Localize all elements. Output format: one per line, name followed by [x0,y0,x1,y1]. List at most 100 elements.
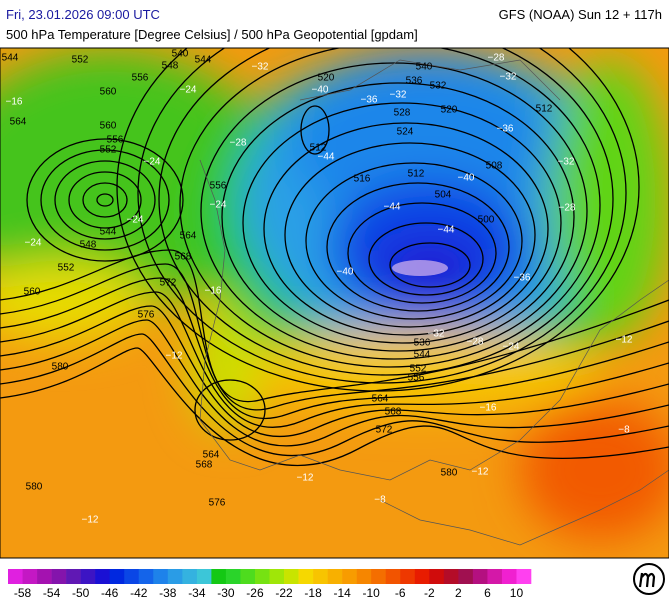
contour-label: 560 [24,287,41,298]
color-swatch [225,569,241,584]
height-contour [96,193,114,207]
contour-label: 532 [430,81,447,92]
contour-label: 512 [536,104,553,115]
temperature-label: −32 [558,157,575,168]
temperature-label: −32 [428,329,445,340]
contour-label: 552 [72,55,89,66]
height-contour [242,102,562,344]
contour-label: 580 [441,468,458,479]
height-contour [40,149,170,251]
temperature-label: −24 [144,157,161,168]
temperature-label: −28 [488,53,505,64]
contour-label: 568 [175,252,192,263]
height-contour [0,291,669,429]
color-swatch [269,569,285,584]
contour-label: 564 [372,394,389,405]
temperature-label: −28 [559,203,576,214]
contour-label: 536 [406,76,423,87]
height-contour [347,202,497,304]
contour-label: 556 [132,73,149,84]
contour-label: 572 [160,278,177,289]
contour-label: 504 [435,190,452,201]
color-swatch [458,569,474,584]
colorbar-tick-label: -50 [72,586,90,600]
colorbar-tick-label: -46 [101,586,119,600]
color-swatch [51,569,67,584]
height-contour [300,105,330,155]
temperature-label: −8 [618,425,630,436]
color-swatch [313,569,328,584]
contour-label: 544 [195,55,212,66]
temperature-label: −16 [480,403,497,414]
color-swatch [400,569,416,584]
color-swatch [37,569,52,584]
temperature-label: −36 [361,95,378,106]
height-contour [0,347,669,467]
color-swatch [95,569,110,584]
color-swatch [211,569,227,584]
color-swatch [414,569,430,584]
subtitle: 500 hPa Temperature [Degree Celsius] / 5… [6,27,418,42]
contour-label: 560 [100,121,117,132]
color-swatch [8,569,23,584]
color-swatch [487,569,503,584]
contour-label: 552 [58,263,75,274]
contour-label: 512 [408,169,425,180]
color-swatch [284,569,299,584]
temperature-label: −32 [252,62,269,73]
temperature-label: −28 [467,337,484,348]
temperature-label: −24 [25,238,42,249]
height-contour [326,182,510,312]
color-swatch [356,569,372,584]
height-contour [221,82,575,352]
color-swatch [167,569,183,584]
temperature-label: −16 [6,97,23,108]
colorbar: -58 -54 -50 -46 -42 -38 -34 -30 -26 -22 -18 -14 -10-… [8,569,532,600]
colorbar-tick-label: 2 [455,586,462,600]
contour-label: 556 [210,181,227,192]
color-swatch [298,569,314,584]
height-contour [179,48,601,368]
height-contour [305,162,523,320]
color-swatch [516,569,532,584]
colorbar-tick-label: 6 [484,586,491,600]
color-swatch [196,569,212,584]
color-swatch [80,569,96,584]
color-swatch [254,569,270,584]
height-contour [68,171,142,229]
contour-label: 580 [52,362,69,373]
temperature-label: −36 [514,273,531,284]
height-contour [263,122,549,336]
contour-label: 544 [100,227,117,238]
datetime: Fri, 23.01.2026 09:00 UTC [6,7,160,22]
contour-label: 548 [162,61,179,72]
color-swatch [472,569,488,584]
colorbar-tick-label: -38 [159,586,177,600]
colorbar-tick-label: -2 [424,586,435,600]
colorbar-tick-label: -54 [43,586,61,600]
height-contour [284,142,536,328]
color-swatch [327,569,343,584]
color-swatch [109,569,125,584]
color-swatch [443,569,459,584]
contour-label: 580 [26,482,43,493]
temperature-label: −24 [180,85,197,96]
contour-label: 524 [397,127,414,138]
height-contour [54,160,156,240]
height-contour [0,333,669,457]
contour-label: 516 [354,174,371,185]
contour-label: 556 [107,135,124,146]
contour-label: 544 [2,53,19,64]
contour-label: 544 [414,350,431,361]
contour-label: 564 [10,117,27,128]
height-contour [158,48,614,376]
contour-label: 528 [394,108,411,119]
height-contour [0,319,669,447]
contour-label: 536 [414,338,431,349]
color-swatch [429,569,445,584]
temperature-label: −12 [166,351,183,362]
color-swatch [240,569,256,584]
color-swatch [385,569,401,584]
color-swatch [22,569,38,584]
